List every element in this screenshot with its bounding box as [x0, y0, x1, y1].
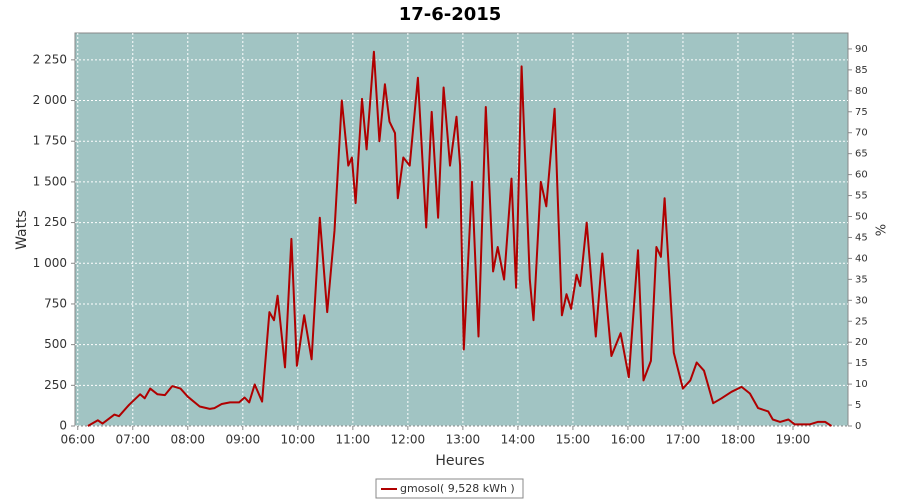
series-line: [87, 50, 833, 427]
x-tick-label: 16:00: [611, 433, 646, 447]
y2-tick-label: 30: [855, 295, 868, 306]
legend: [375, 478, 524, 499]
y2-tick-label: 75: [855, 107, 868, 118]
x-axis-label: Heures: [435, 453, 484, 469]
y2-tick-label: 55: [855, 191, 868, 202]
chart-title: 17-6-2015: [399, 4, 502, 25]
y-tick-label: 500: [44, 337, 67, 351]
y-tick-label: 0: [59, 419, 67, 433]
y2-tick-label: 0: [855, 421, 861, 432]
y-tick-label: 750: [44, 296, 67, 310]
y2-tick-label: 15: [855, 358, 868, 369]
x-tick-label: 06:00: [60, 433, 95, 447]
y2-tick-label: 20: [855, 337, 868, 348]
y2-tick-label: 85: [855, 65, 868, 76]
y2-tick-label: 25: [855, 316, 868, 327]
y2-tick-label: 35: [855, 274, 868, 285]
x-tick-label: 14:00: [501, 433, 536, 447]
y2-tick-label: 40: [855, 253, 868, 264]
y-tick-label: 2 250: [33, 52, 67, 66]
x-tick-label: 10:00: [281, 433, 316, 447]
x-tick-label: 17:00: [666, 433, 701, 447]
x-tick-label: 08:00: [170, 433, 205, 447]
y-tick-label: 1 250: [33, 215, 67, 229]
y2-tick-label: 90: [855, 44, 868, 55]
y2-tick-label: 70: [855, 128, 868, 139]
y-axis-label: Watts: [14, 210, 30, 250]
x-tick-label: 07:00: [115, 433, 150, 447]
y-tick-label: 1 500: [33, 174, 67, 188]
x-tick-label: 13:00: [446, 433, 481, 447]
y2-axis-label: %: [875, 224, 890, 236]
x-tick-label: 12:00: [391, 433, 426, 447]
y-tick-label: 1 000: [33, 256, 67, 270]
x-tick-label: 15:00: [556, 433, 591, 447]
y2-tick-label: 5: [855, 400, 861, 411]
y2-tick-label: 50: [855, 212, 868, 223]
x-tick-label: 18:00: [721, 433, 756, 447]
y2-tick-label: 45: [855, 232, 868, 243]
y-tick-label: 2 000: [33, 93, 67, 107]
y-tick-label: 1 750: [33, 134, 67, 148]
y2-tick-label: 60: [855, 170, 868, 181]
legend-label: gmosol( 9,528 kWh ): [400, 482, 515, 495]
y2-tick-label: 10: [855, 379, 868, 390]
y-tick-label: 250: [44, 378, 67, 392]
x-tick-label: 19:00: [776, 433, 811, 447]
y2-tick-label: 65: [855, 149, 868, 160]
x-tick-label: 09:00: [226, 433, 261, 447]
y2-tick-label: 80: [855, 86, 868, 97]
x-tick-label: 11:00: [336, 433, 371, 447]
